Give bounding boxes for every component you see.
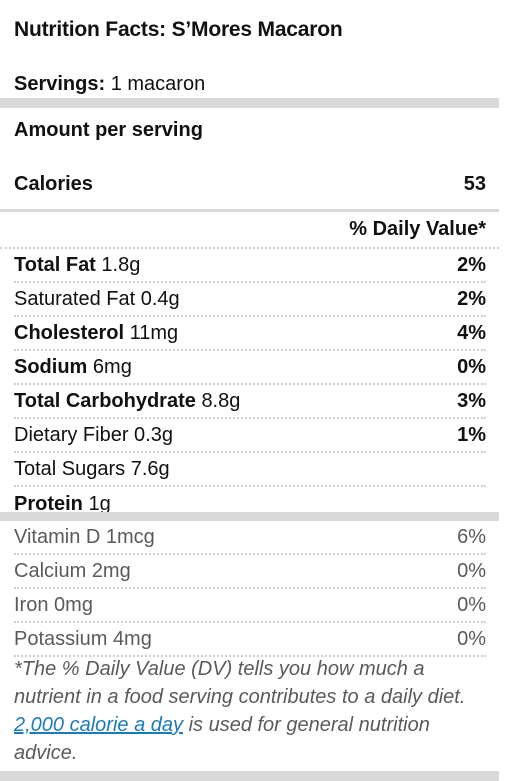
nutrient-dv: 0% — [457, 355, 486, 378]
vitamin-amount: 0mg — [54, 593, 93, 616]
nutrient-name: Saturated Fat — [14, 287, 136, 310]
nutrient-amount: 0.4g — [140, 287, 180, 310]
calorie-link[interactable]: 2,000 calorie a day — [14, 714, 184, 736]
calories-row: Calories 53 — [14, 173, 486, 196]
medium-divider — [0, 209, 499, 212]
nutrient-amount: 1g — [88, 492, 111, 515]
vitamin-dv: 0% — [457, 627, 486, 650]
footnote-text: *The % Daily Value (DV) tells you how mu… — [14, 658, 466, 708]
nutrient-dv: 1% — [457, 423, 486, 446]
nutrient-dv: 4% — [457, 321, 486, 344]
nutrient-row: Cholesterol 11mg 4% — [14, 317, 486, 351]
nutrient-row: Protein 1g — [14, 487, 486, 521]
nutrient-name: Sodium — [14, 355, 88, 378]
label-title: Nutrition Facts: S’Mores Macaron — [14, 18, 343, 41]
vitamin-dv: 0% — [457, 559, 486, 582]
thick-divider — [0, 98, 499, 108]
nutrient-name: Cholesterol — [14, 321, 125, 344]
thick-divider — [0, 512, 499, 521]
vitamin-name: Vitamin D — [14, 525, 101, 548]
vitamin-name: Potassium — [14, 627, 108, 650]
calories-value: 53 — [463, 173, 486, 195]
vitamin-amount: 1mcg — [105, 525, 155, 548]
vitamin-row: Potassium 4mg 0% — [14, 623, 486, 657]
nutrient-row: Total Fat 1.8g 2% — [14, 249, 486, 283]
nutrient-row: Saturated Fat 0.4g 2% — [14, 283, 486, 317]
nutrition-label: Nutrition Facts: S’Mores Macaron Serving… — [0, 18, 499, 781]
vitamin-amount: 4mg — [112, 627, 152, 650]
vitamin-amount: 2mg — [91, 559, 131, 582]
calories-label: Calories — [14, 173, 93, 195]
nutrient-row: Sodium 6mg 0% — [14, 351, 486, 385]
vitamin-row: Vitamin D 1mcg 6% — [14, 521, 486, 555]
daily-value-header: % Daily Value* — [349, 218, 486, 240]
nutrient-row: Total Carbohydrate 8.8g 3% — [14, 385, 486, 419]
nutrient-dv: 3% — [457, 389, 486, 412]
nutrient-row: Dietary Fiber 0.3g 1% — [14, 419, 486, 453]
nutrient-amount: 7.6g — [130, 457, 170, 480]
bottom-divider — [0, 771, 499, 781]
footnote-text-end: is used for general nutrition advice. — [14, 714, 430, 764]
vitamin-name: Iron — [14, 593, 49, 616]
amount-per-serving: Amount per serving — [14, 119, 203, 141]
vitamin-dv: 6% — [457, 525, 486, 548]
footnote: *The % Daily Value (DV) tells you how mu… — [14, 655, 494, 767]
vitamin-row: Calcium 2mg 0% — [14, 555, 486, 589]
nutrient-amount: 6mg — [92, 355, 132, 378]
nutrient-amount: 1.8g — [101, 253, 141, 276]
dotted-divider — [0, 247, 499, 249]
nutrient-name: Total Fat — [14, 253, 96, 276]
servings-label: Servings: — [14, 73, 106, 95]
vitamin-name: Calcium — [14, 559, 87, 582]
nutrient-name: Dietary Fiber — [14, 423, 129, 446]
nutrient-amount: 8.8g — [201, 389, 241, 412]
nutrient-name: Total Carbohydrate — [14, 389, 196, 412]
nutrient-name: Protein — [14, 492, 83, 515]
nutrient-amount: 0.3g — [134, 423, 173, 446]
vitamin-dv: 0% — [457, 593, 486, 616]
nutrient-dv: 2% — [457, 253, 486, 276]
servings: Servings: 1 macaron — [14, 73, 205, 96]
nutrient-row: Total Sugars 7.6g — [14, 453, 486, 487]
nutrient-amount: 11mg — [129, 321, 179, 344]
nutrient-name: Total Sugars — [14, 457, 126, 480]
nutrient-dv: 2% — [457, 287, 486, 310]
vitamin-row: Iron 0mg 0% — [14, 589, 486, 623]
servings-value: 1 macaron — [110, 73, 206, 95]
